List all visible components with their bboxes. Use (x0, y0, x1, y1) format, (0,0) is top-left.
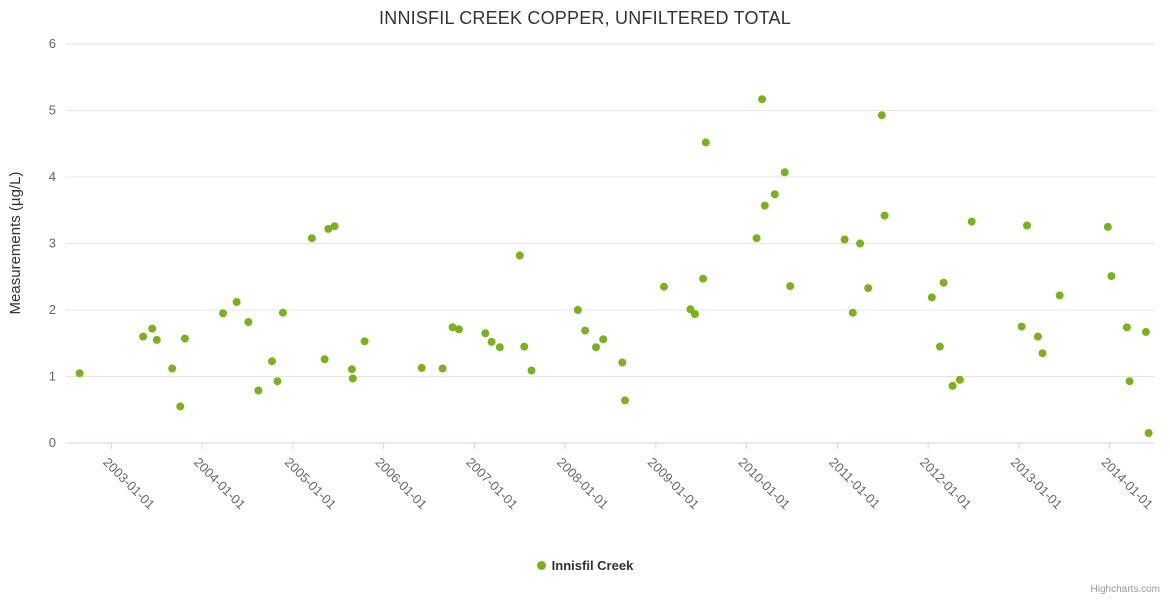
data-point[interactable] (618, 358, 627, 367)
y-axis-tick-label: 1 (49, 369, 56, 384)
data-point[interactable] (330, 222, 339, 231)
data-point[interactable] (592, 343, 600, 352)
y-axis-tick-label: 6 (49, 36, 56, 51)
data-point[interactable] (481, 329, 490, 338)
data-point[interactable] (307, 234, 316, 243)
legend: Innisfil Creek (0, 558, 1170, 573)
data-point[interactable] (448, 323, 457, 332)
data-point[interactable] (840, 235, 849, 244)
data-point[interactable] (1103, 222, 1112, 231)
data-point[interactable] (581, 326, 590, 335)
data-point[interactable] (1144, 429, 1153, 437)
x-axis-tick-label: 2003-01-01 (100, 455, 158, 513)
data-point[interactable] (487, 337, 496, 346)
x-axis-tick-label: 2011-01-01 (826, 455, 883, 512)
legend-label: Innisfil Creek (551, 558, 634, 573)
x-axis-tick-label: 2004-01-01 (191, 455, 249, 513)
y-axis-tick-label: 2 (49, 302, 56, 317)
x-axis-tick-label: 2010-01-01 (736, 455, 794, 513)
data-point[interactable] (621, 396, 629, 405)
data-point[interactable] (360, 337, 369, 346)
data-point[interactable] (927, 293, 936, 302)
data-point[interactable] (168, 364, 177, 373)
data-point[interactable] (1055, 291, 1064, 300)
data-point[interactable] (139, 332, 148, 341)
data-point[interactable] (880, 211, 889, 220)
y-axis-tick-label: 3 (49, 236, 56, 251)
data-point[interactable] (573, 306, 582, 314)
data-point[interactable] (780, 168, 789, 177)
data-point[interactable] (1033, 332, 1042, 341)
data-point[interactable] (955, 375, 964, 384)
data-point[interactable] (454, 325, 463, 334)
data-point[interactable] (148, 324, 157, 333)
data-point[interactable] (848, 308, 857, 317)
data-point[interactable] (786, 282, 795, 291)
data-point[interactable] (864, 284, 873, 293)
data-point[interactable] (948, 381, 957, 390)
x-axis-tick-label: 2007-01-01 (463, 455, 521, 513)
data-point[interactable] (690, 310, 699, 318)
chart-title: INNISFIL CREEK COPPER, UNFILTERED TOTAL (379, 8, 791, 28)
data-point[interactable] (219, 309, 227, 318)
data-point[interactable] (877, 111, 886, 120)
x-axis-tick-label: 2014-01-01 (1099, 455, 1157, 513)
data-point[interactable] (348, 374, 357, 383)
data-point[interactable] (438, 364, 447, 373)
data-point[interactable] (278, 308, 287, 317)
data-point[interactable] (935, 342, 944, 351)
data-point[interactable] (520, 342, 529, 351)
data-point[interactable] (1107, 272, 1116, 281)
data-point[interactable] (967, 217, 976, 226)
data-point[interactable] (347, 365, 356, 374)
y-axis-title: Measurements (µg/L) (7, 171, 24, 315)
x-axis-tick-label: 2008-01-01 (554, 455, 612, 513)
data-point[interactable] (515, 251, 524, 260)
data-point[interactable] (417, 363, 426, 372)
data-point[interactable] (268, 357, 276, 366)
data-point[interactable] (701, 138, 710, 147)
data-point[interactable] (232, 298, 241, 306)
data-point[interactable] (1141, 327, 1150, 336)
data-point[interactable] (527, 366, 536, 375)
data-point[interactable] (752, 234, 761, 243)
data-point[interactable] (1023, 221, 1031, 230)
data-point[interactable] (760, 201, 769, 210)
y-axis-tick-label: 4 (49, 169, 56, 184)
data-point[interactable] (320, 355, 329, 364)
y-axis-tick-label: 5 (49, 103, 56, 118)
x-axis-tick-label: 2012-01-01 (917, 455, 975, 513)
data-point[interactable] (273, 377, 282, 386)
data-point[interactable] (495, 343, 504, 352)
data-point[interactable] (254, 386, 263, 395)
legend-marker-icon (536, 561, 546, 570)
x-axis-tick-label: 2009-01-01 (645, 455, 703, 513)
data-point[interactable] (1125, 377, 1134, 386)
data-point[interactable] (699, 274, 708, 283)
data-point[interactable] (176, 402, 185, 411)
data-point[interactable] (599, 335, 608, 344)
credits-link[interactable]: Highcharts.com (1090, 584, 1160, 595)
data-point[interactable] (770, 190, 779, 199)
data-point[interactable] (244, 318, 253, 326)
data-point[interactable] (324, 224, 333, 233)
data-point[interactable] (939, 278, 948, 287)
data-point[interactable] (1122, 323, 1131, 332)
x-axis-tick-label: 2006-01-01 (373, 455, 431, 513)
legend-item-innisfil-creek[interactable]: Innisfil Creek (536, 558, 634, 573)
data-point[interactable] (180, 334, 189, 343)
data-point[interactable] (1017, 322, 1026, 331)
y-axis-tick-label: 0 (49, 435, 56, 450)
data-point[interactable] (152, 335, 161, 344)
x-axis-tick-label: 2013-01-01 (1008, 455, 1066, 513)
data-point[interactable] (758, 95, 767, 104)
data-point[interactable] (856, 239, 865, 248)
data-point[interactable] (1038, 349, 1047, 358)
data-point[interactable] (75, 369, 84, 378)
x-axis-tick-label: 2005-01-01 (282, 455, 340, 513)
data-point[interactable] (660, 282, 668, 291)
